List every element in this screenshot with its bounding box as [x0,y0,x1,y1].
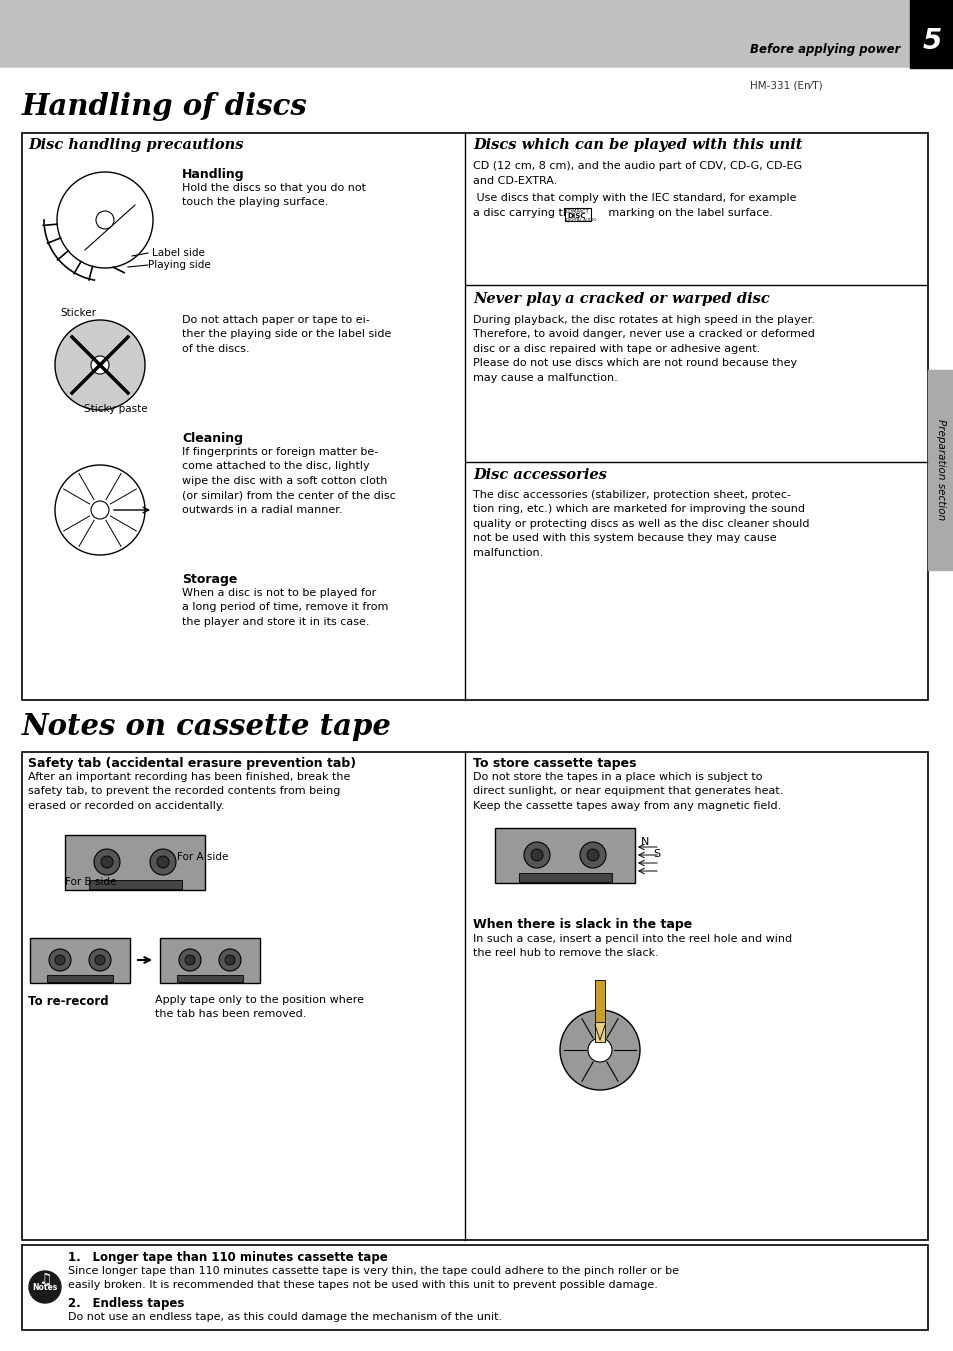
Text: 1. Longer tape than 110 minutes cassette tape: 1. Longer tape than 110 minutes cassette… [68,1251,387,1265]
Text: CD (12 cm, 8 cm), and the audio part of CDV, CD-G, CD-EG: CD (12 cm, 8 cm), and the audio part of … [473,161,801,172]
Text: Do not use an endless tape, as this could damage the mechanism of the unit.: Do not use an endless tape, as this coul… [68,1312,501,1323]
Circle shape [96,211,113,230]
Bar [177,975,243,982]
Text: Since longer tape than 110 minutes cassette tape is very thin, the tape could ad: Since longer tape than 110 minutes casse… [68,1266,679,1290]
Text: During playback, the disc rotates at high speed in the player.
Therefore, to avo: During playback, the disc rotates at hig… [473,315,814,382]
Text: Cleaning: Cleaning [182,432,243,444]
Circle shape [150,848,175,875]
Bar [518,873,612,882]
Circle shape [91,501,109,519]
Circle shape [157,857,169,867]
Text: and CD-EXTRA.: and CD-EXTRA. [473,176,557,186]
Text: Use discs that comply with the IEC standard, for example: Use discs that comply with the IEC stand… [473,193,796,203]
Circle shape [29,1271,61,1302]
Text: Apply tape only to the position where
the tab has been removed.: Apply tape only to the position where th… [154,994,364,1020]
Text: The disc accessories (stabilizer, protection sheet, protec-
tion ring, etc.) whi: The disc accessories (stabilizer, protec… [473,490,809,558]
Text: HM-331 (En⁄T): HM-331 (En⁄T) [749,80,821,91]
Text: Before applying power: Before applying power [749,43,900,55]
Bar [22,132,927,700]
Circle shape [586,848,598,861]
Bar [495,828,635,884]
Circle shape [523,842,550,867]
Bar [564,208,590,222]
Circle shape [185,955,194,965]
Text: Safety tab (accidental erasure prevention tab): Safety tab (accidental erasure preventio… [28,757,355,770]
Circle shape [225,955,234,965]
Circle shape [531,848,542,861]
Bar [909,0,953,68]
Bar [65,835,205,890]
Circle shape [91,357,109,374]
Text: a disc carrying the         marking on the label surface.: a disc carrying the marking on the label… [473,208,772,218]
Text: Notes on cassette tape: Notes on cassette tape [22,712,392,740]
Text: Do not attach paper or tape to ei-
ther the playing side or the label side
of th: Do not attach paper or tape to ei- ther … [182,315,391,354]
Text: Notes: Notes [32,1282,57,1292]
Text: DISC: DISC [566,213,585,219]
Text: Sticker: Sticker [60,308,96,317]
Circle shape [579,842,605,867]
Text: Hold the discs so that you do not
touch the playing surface.: Hold the discs so that you do not touch … [182,182,366,208]
Text: Playing side: Playing side [148,259,211,270]
Text: For B side: For B side [65,877,116,888]
Text: After an important recording has been finished, break the
safety tab, to prevent: After an important recording has been fi… [28,771,350,811]
Text: When there is slack in the tape: When there is slack in the tape [473,917,692,931]
Text: Label side: Label side [152,249,205,258]
Circle shape [89,948,111,971]
Text: If fingerprints or foreign matter be-
come attached to the disc, lightly
wipe th: If fingerprints or foreign matter be- co… [182,447,395,515]
Text: For A side: For A side [177,852,228,862]
Text: Never play a cracked or warped disc: Never play a cracked or warped disc [473,292,769,305]
Circle shape [179,948,201,971]
Bar [0,0,953,68]
Circle shape [94,848,120,875]
Bar [89,880,182,889]
Bar [595,979,604,1025]
Circle shape [49,948,71,971]
Text: Preparation section: Preparation section [935,419,945,520]
Text: To store cassette tapes: To store cassette tapes [473,757,636,770]
Text: In such a case, insert a pencil into the reel hole and wind
the reel hub to remo: In such a case, insert a pencil into the… [473,934,791,958]
Circle shape [559,1011,639,1090]
Text: Discs which can be played with this unit: Discs which can be played with this unit [473,138,801,153]
Text: 5: 5 [922,27,941,55]
Text: Storage: Storage [182,573,237,586]
Bar [927,370,953,570]
Text: N: N [640,838,649,847]
Circle shape [55,320,145,409]
Bar [47,975,112,982]
Text: S: S [652,848,659,859]
Text: Disc accessories: Disc accessories [473,467,606,482]
Text: To re-record: To re-record [28,994,109,1008]
Circle shape [55,465,145,555]
Text: When a disc is not to be played for
a long period of time, remove it from
the pl: When a disc is not to be played for a lo… [182,588,388,627]
Circle shape [95,955,105,965]
Bar [30,938,130,984]
Text: ♫: ♫ [38,1271,51,1286]
Bar [160,938,260,984]
Circle shape [101,857,112,867]
Bar [22,753,927,1240]
Text: Sticky paste: Sticky paste [84,404,148,413]
Text: Disc handling precautions: Disc handling precautions [28,138,243,153]
Circle shape [57,172,152,267]
Text: Handling of discs: Handling of discs [22,92,308,122]
Text: DIGITAL AUDIO: DIGITAL AUDIO [565,218,596,222]
Text: Handling: Handling [182,168,244,181]
Circle shape [219,948,241,971]
Bar [595,1021,604,1042]
Circle shape [55,955,65,965]
Text: Do not store the tapes in a place which is subject to
direct sunlight, or near e: Do not store the tapes in a place which … [473,771,782,811]
Bar [22,1246,927,1329]
Text: 2. Endless tapes: 2. Endless tapes [68,1297,184,1310]
Text: COMPACT: COMPACT [565,209,589,213]
Circle shape [587,1038,612,1062]
